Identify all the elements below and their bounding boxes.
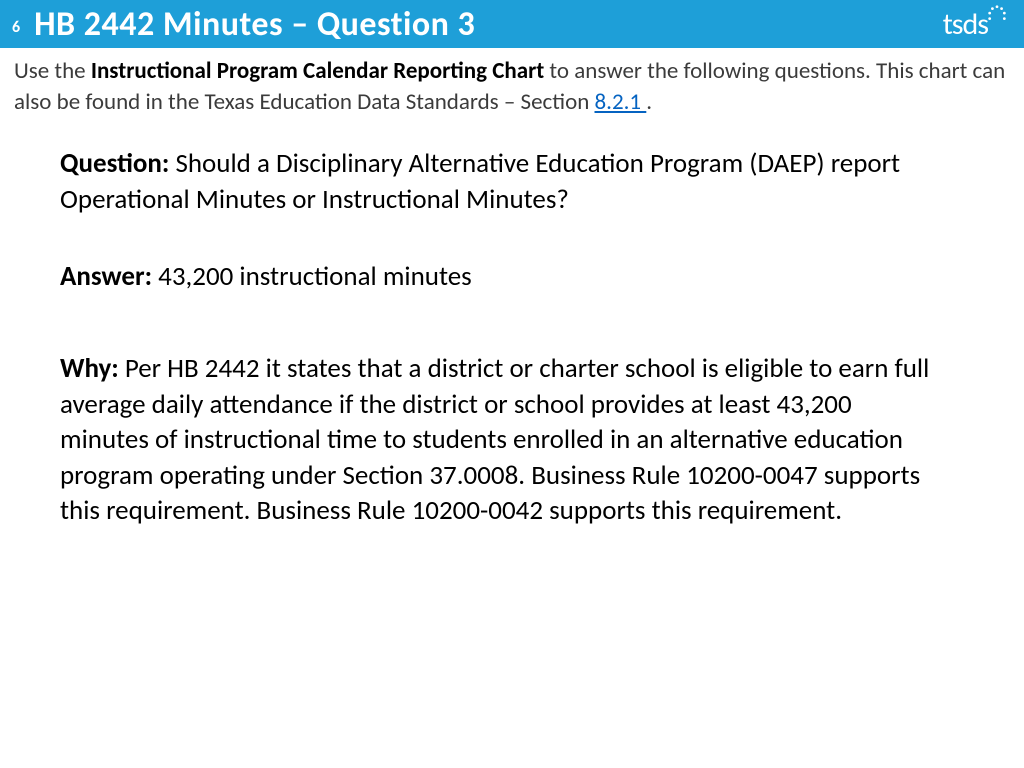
slide-title: HB 2442 Minutes – Question 3 xyxy=(34,4,475,45)
slide-number: 6 xyxy=(12,18,20,37)
intro-prefix: Use the xyxy=(14,57,91,85)
why-label: Why: xyxy=(60,352,119,385)
question-label: Question: xyxy=(60,147,169,180)
question-text: Should a Disciplinary Alternative Educat… xyxy=(60,147,900,216)
answer-label: Answer: xyxy=(60,260,152,293)
answer-block: Answer: 43,200 instructional minutes xyxy=(60,259,964,295)
intro-paragraph: Use the Instructional Program Calendar R… xyxy=(0,48,1024,118)
logo-dots-icon xyxy=(986,4,1008,26)
content-area: Question: Should a Disciplinary Alternat… xyxy=(0,118,1024,529)
tsds-logo: tsds xyxy=(943,4,1008,44)
answer-text: 43,200 instructional minutes xyxy=(152,260,472,293)
slide-header: 6 HB 2442 Minutes – Question 3 tsds xyxy=(0,0,1024,48)
intro-suffix: . xyxy=(646,88,652,116)
intro-bold: Instructional Program Calendar Reporting… xyxy=(91,57,544,85)
logo-text: tsds xyxy=(943,6,988,43)
question-block: Question: Should a Disciplinary Alternat… xyxy=(60,146,964,217)
section-link[interactable]: 8.2.1 xyxy=(595,88,647,116)
why-text: Per HB 2442 it states that a district or… xyxy=(60,352,929,528)
why-block: Why: Per HB 2442 it states that a distri… xyxy=(60,351,964,529)
